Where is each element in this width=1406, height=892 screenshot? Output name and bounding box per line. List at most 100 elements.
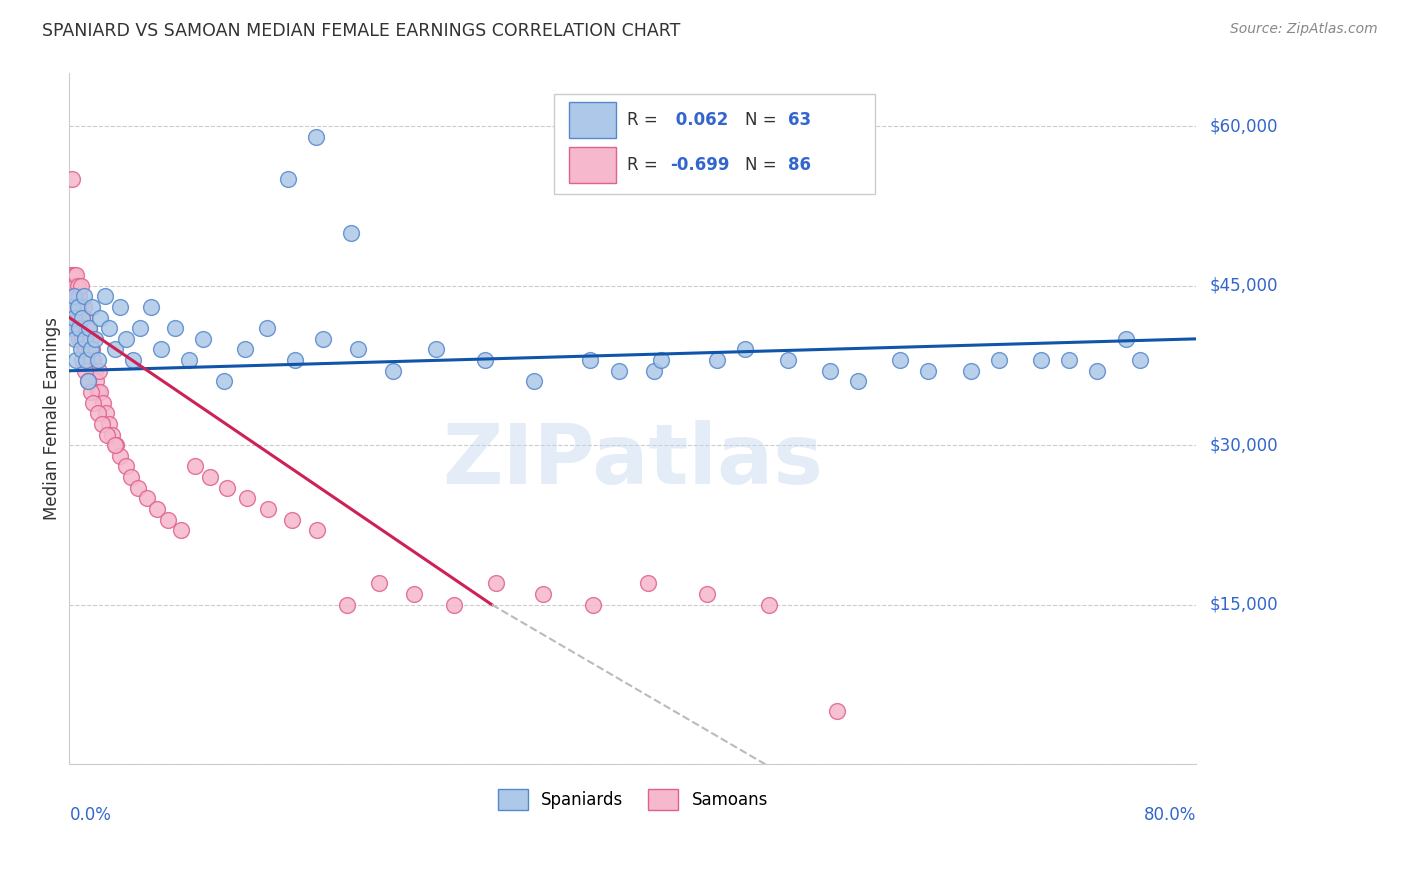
Point (103, 343, 125, 357)
Point (305, 129, 328, 144)
Point (79, 343, 101, 357)
Point (157, 513, 180, 527)
Point (443, 598, 465, 612)
Point (60, 172, 83, 186)
Point (165, 321, 187, 335)
Point (75, 321, 97, 335)
Point (531, 587, 554, 601)
Point (643, 364, 665, 378)
Point (1129, 353, 1152, 368)
Point (63, 300, 86, 314)
Point (86, 385, 108, 400)
Point (59, 268, 82, 282)
Point (86, 406, 108, 420)
Point (63, 321, 86, 335)
Point (91, 395, 114, 409)
Point (179, 353, 201, 368)
Point (65, 289, 87, 303)
Point (104, 438, 127, 452)
Point (114, 332, 136, 346)
Point (63, 332, 86, 346)
Y-axis label: Median Female Earnings: Median Female Earnings (44, 318, 60, 520)
Point (76, 332, 98, 346)
Point (70, 332, 93, 346)
Text: R =: R = (627, 111, 664, 128)
Point (236, 491, 259, 506)
Point (82, 395, 104, 409)
Point (96, 427, 118, 442)
Point (217, 481, 239, 495)
Point (706, 353, 728, 368)
Point (79, 385, 101, 400)
Point (79, 332, 101, 346)
Point (127, 481, 149, 495)
Point (84, 375, 107, 389)
Text: N =: N = (745, 155, 782, 174)
Point (67, 321, 90, 335)
Point (62, 289, 84, 303)
Point (67, 289, 90, 303)
Point (83, 332, 105, 346)
Point (86, 353, 108, 368)
Point (72, 300, 94, 314)
Point (474, 353, 496, 368)
Point (485, 576, 508, 591)
Point (404, 587, 426, 601)
Point (284, 353, 307, 368)
Point (70, 310, 93, 325)
Point (579, 353, 602, 368)
Point (149, 343, 172, 357)
Point (76, 375, 98, 389)
Point (82, 353, 104, 368)
Point (100, 427, 122, 442)
Text: 0.0%: 0.0% (69, 805, 111, 823)
Text: $60,000: $60,000 (1211, 117, 1278, 136)
Point (67, 332, 90, 346)
Point (1029, 353, 1052, 368)
Point (79, 353, 101, 368)
Point (696, 587, 718, 601)
Text: 63: 63 (789, 111, 811, 128)
FancyBboxPatch shape (554, 94, 875, 194)
Text: 80.0%: 80.0% (1143, 805, 1197, 823)
Point (62, 268, 84, 282)
Point (67, 310, 90, 325)
Point (73, 310, 96, 325)
Point (66, 300, 89, 314)
Text: N =: N = (745, 111, 782, 128)
Point (72, 343, 94, 357)
Point (72, 289, 94, 303)
Point (312, 332, 335, 346)
Point (65, 268, 87, 282)
Point (97, 321, 120, 335)
Point (66, 278, 89, 293)
Point (97, 417, 120, 431)
Point (523, 375, 546, 389)
Point (889, 353, 911, 368)
Point (120, 470, 142, 484)
Point (368, 576, 391, 591)
Point (75, 343, 97, 357)
FancyBboxPatch shape (568, 146, 616, 183)
Text: Source: ZipAtlas.com: Source: ZipAtlas.com (1230, 22, 1378, 37)
Point (65, 310, 87, 325)
Point (69, 321, 91, 335)
Point (73, 332, 96, 346)
Point (62, 310, 84, 325)
Point (184, 459, 207, 474)
Point (76, 353, 98, 368)
Point (75, 353, 97, 368)
Point (62, 289, 84, 303)
Point (114, 459, 136, 474)
Point (76, 375, 98, 389)
Point (1087, 364, 1109, 378)
Point (77, 343, 100, 357)
Text: -0.699: -0.699 (669, 155, 730, 174)
Legend: Spaniards, Samoans: Spaniards, Samoans (489, 781, 776, 818)
Point (93, 289, 115, 303)
Point (382, 364, 405, 378)
Point (121, 353, 143, 368)
Point (214, 375, 236, 389)
Point (66, 300, 89, 314)
Point (70, 310, 93, 325)
